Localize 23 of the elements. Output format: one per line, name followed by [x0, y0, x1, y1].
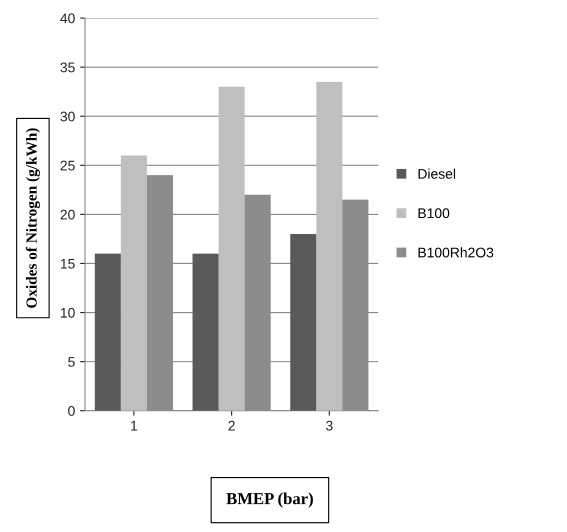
y-tick-label: 20	[60, 210, 75, 220]
y-tick-label: 40	[60, 13, 75, 24]
bar	[94, 254, 121, 411]
y-axis-title: Oxides of Nitrogen (g/kWh)	[26, 128, 40, 308]
legend-label: B100	[418, 208, 450, 218]
bar	[192, 254, 219, 411]
y-tick-label: 25	[60, 160, 75, 170]
bar	[290, 234, 316, 411]
x-axis-title: BMEP (bar)	[226, 492, 313, 508]
legend-label: Diesel	[418, 168, 456, 179]
x-tick-label: 1	[131, 420, 138, 430]
y-tick-label: 35	[60, 62, 75, 72]
bar	[218, 86, 245, 411]
y-tick-label: 15	[60, 258, 75, 269]
y-tick-label: 0	[68, 406, 75, 416]
x-tick-label: 3	[326, 420, 333, 431]
y-tick-label: 5	[68, 357, 75, 367]
bar	[316, 82, 342, 411]
bar	[120, 156, 147, 411]
x-tick-label: 2	[228, 420, 235, 430]
y-tick-label: 30	[60, 112, 75, 122]
y-tick-label: 10	[60, 308, 75, 318]
legend-label: B100Rh2O3	[418, 247, 494, 258]
